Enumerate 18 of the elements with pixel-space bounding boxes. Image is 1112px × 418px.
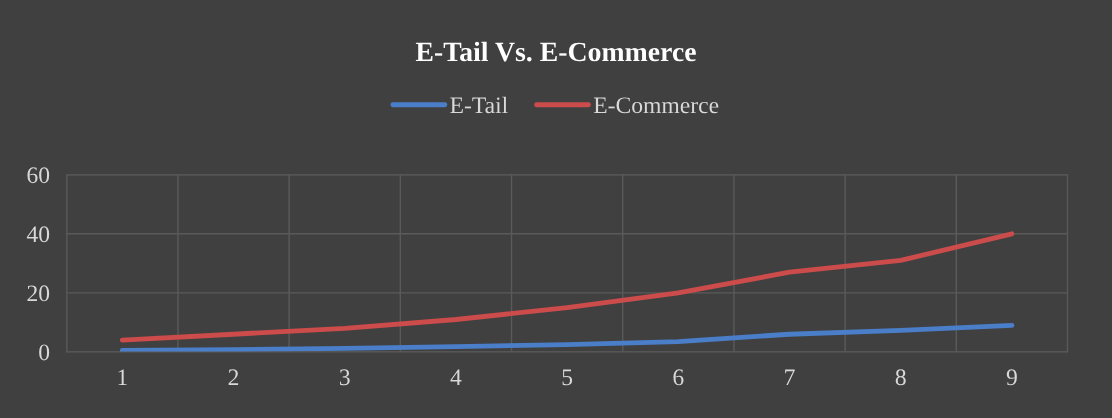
x-tick-label: 5 <box>562 369 573 386</box>
x-tick-label: 1 <box>118 369 127 386</box>
x-tick-label: 3 <box>339 369 350 386</box>
chart-title: E-Tail Vs. E-Commerce <box>415 41 696 62</box>
y-tick-label: 60 <box>27 167 50 184</box>
legend-label: E-Commerce <box>593 97 719 114</box>
legend-label: E-Tail <box>450 96 508 114</box>
line-series <box>119 322 1015 352</box>
y-tick-label: 0 <box>39 344 50 361</box>
x-tick-label: 6 <box>673 369 684 386</box>
y-tick-label: 40 <box>26 226 50 243</box>
y-tick-label: 20 <box>27 285 50 302</box>
line-series <box>119 231 1015 343</box>
x-tick-label: 9 <box>1006 369 1017 386</box>
x-tick-label: 4 <box>450 369 462 386</box>
x-tick-label: 8 <box>895 369 906 386</box>
x-tick-label: 2 <box>228 369 239 386</box>
x-tick-label: 7 <box>785 369 795 386</box>
